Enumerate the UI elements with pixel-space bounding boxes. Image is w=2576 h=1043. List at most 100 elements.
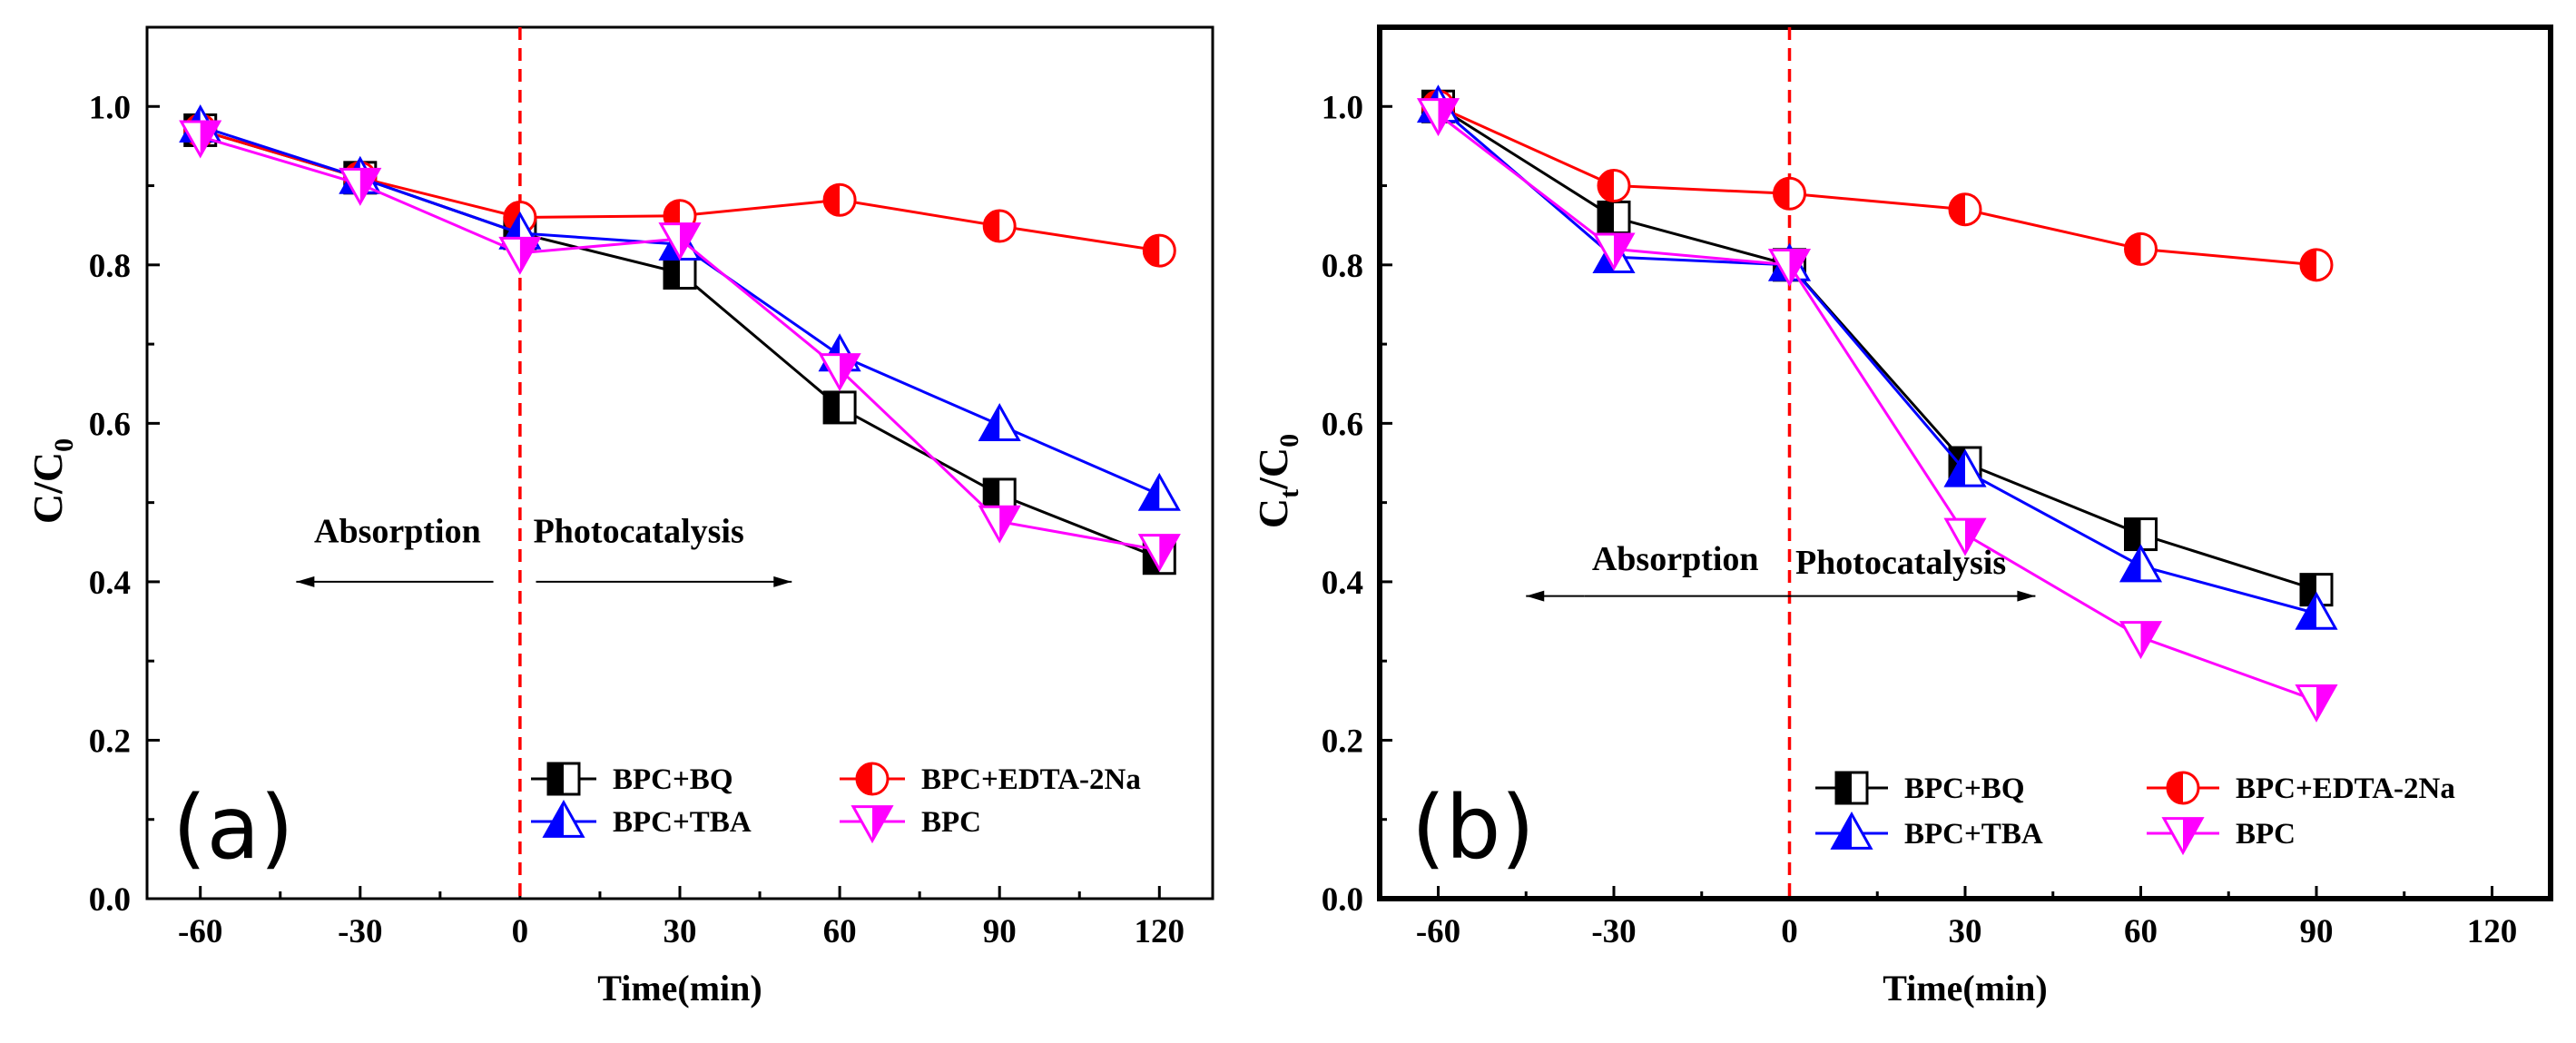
data-point xyxy=(1948,192,1982,227)
legend: BPC+BQ BPC+EDTA-2Na BPC+TBA BPC xyxy=(531,762,1141,844)
marker-fill xyxy=(1836,772,1852,803)
marker-fill xyxy=(2121,546,2141,581)
legend-item: BPC+EDTA-2Na xyxy=(2147,771,2455,805)
series-bpc-tba xyxy=(179,104,1181,511)
marker-fill xyxy=(2183,818,2202,852)
legend-label: BPC xyxy=(2236,818,2296,851)
marker-fill xyxy=(984,211,1000,242)
data-point xyxy=(1943,517,1987,556)
legend-item: BPC+EDTA-2Na xyxy=(840,762,1141,796)
legend-marker xyxy=(542,799,585,838)
arrow-head xyxy=(2017,590,2036,602)
y-axis: 0.0 0.2 0.4 0.6 0.8 1.0 xyxy=(89,89,160,919)
marker-fill xyxy=(1438,99,1458,133)
data-point xyxy=(982,477,1017,512)
y-axis-title: C/C0 xyxy=(25,438,79,524)
legend-label: BPC+EDTA-2Na xyxy=(2236,772,2455,805)
y-tick-label: 0.0 xyxy=(1322,881,1363,919)
marker-fill xyxy=(200,122,220,156)
marker-fill xyxy=(980,406,1000,440)
marker-fill xyxy=(545,802,564,837)
marker-fill xyxy=(999,507,1019,541)
marker-fill xyxy=(840,354,860,389)
legend-marker xyxy=(1834,771,1869,805)
marker-fill xyxy=(1614,233,1633,269)
data-point xyxy=(1767,248,1812,287)
marker-fill xyxy=(1598,170,1614,202)
data-point xyxy=(2119,544,2163,583)
x-axis: -60 -30 0 30 60 90 120 xyxy=(1416,886,2517,950)
x-axis-title: Time(min) xyxy=(597,968,762,1009)
marker-fill xyxy=(1598,202,1614,233)
marker-fill xyxy=(2125,518,2141,550)
chart-panel-a: -60 -30 0 30 60 90 120 0.0 0.2 0.4 0.6 0.8 1.0 Time(m… xyxy=(25,25,1214,1009)
series-bpc-edta-2na xyxy=(1421,89,2334,282)
marker-fill xyxy=(2297,594,2316,629)
y-tick-label: 0.8 xyxy=(1322,248,1363,285)
legend-item: BPC+TBA xyxy=(531,799,752,839)
x-tick-label: -60 xyxy=(1416,913,1460,950)
annotation-label: Photocatalysis xyxy=(1795,544,2006,582)
data-point xyxy=(658,222,702,261)
marker-fill xyxy=(359,169,379,203)
data-point xyxy=(2295,684,2338,723)
x-tick-label: 90 xyxy=(983,913,1017,950)
legend-label: BPC+TBA xyxy=(1904,818,2043,851)
legend-label: BPC+BQ xyxy=(1904,772,2024,805)
x-axis: -60 -30 0 30 60 90 120 xyxy=(178,886,1185,950)
arrow-head xyxy=(296,576,315,587)
data-point xyxy=(2124,231,2158,266)
series-bpc xyxy=(179,120,1181,573)
marker-fill xyxy=(1946,451,1965,487)
data-point xyxy=(1773,176,1806,211)
legend-label: BPC xyxy=(921,806,981,839)
marker-fill xyxy=(824,391,841,423)
marker-fill xyxy=(2125,233,2141,265)
y-axis-title: Ct/C0 xyxy=(1250,434,1304,528)
data-point xyxy=(1137,534,1181,573)
data-point xyxy=(822,390,857,425)
marker-fill xyxy=(1159,535,1179,569)
legend-item: BPC xyxy=(2147,817,2296,856)
legend-item: BPC+BQ xyxy=(1815,771,2024,805)
y-tick-label: 0.6 xyxy=(89,406,131,443)
annotation-label: Absorption xyxy=(314,512,481,550)
data-point xyxy=(2119,621,2163,660)
legend-item: BPC xyxy=(840,805,981,844)
data-point xyxy=(1597,169,1631,203)
legend-marker xyxy=(546,762,581,796)
marker-fill xyxy=(664,257,680,289)
series-line xyxy=(1437,104,2317,267)
x-tick-label: -60 xyxy=(178,913,222,950)
x-tick-label: 30 xyxy=(664,913,697,950)
marker-fill xyxy=(2140,622,2160,656)
marker-fill xyxy=(872,806,891,841)
marker-fill xyxy=(857,763,872,794)
marker-fill xyxy=(680,223,699,259)
series-line xyxy=(1437,105,2317,615)
legend-label: BPC+TBA xyxy=(613,806,752,839)
legend-marker xyxy=(850,805,894,844)
y-tick-label: 1.0 xyxy=(1322,89,1363,126)
y-tick-label: 0.8 xyxy=(89,248,131,285)
data-point xyxy=(1943,448,1987,487)
data-point xyxy=(978,403,1021,441)
x-tick-label: 120 xyxy=(1135,913,1185,950)
x-tick-label: -30 xyxy=(338,913,382,950)
marker-fill xyxy=(2301,574,2316,605)
marker-fill xyxy=(548,763,564,794)
y-tick-label: 0.4 xyxy=(89,565,131,602)
series-bpc xyxy=(1416,98,2338,723)
marker-fill xyxy=(1833,814,1852,849)
marker-fill xyxy=(1950,193,1965,225)
chart-panel-b: -60 -30 0 30 60 90 120 0.0 0.2 0.4 0.6 0.8 1.0 Time(m… xyxy=(1250,25,2553,1009)
y-tick-label: 1.0 xyxy=(89,89,131,126)
data-point xyxy=(1592,232,1636,271)
legend-label: BPC+EDTA-2Na xyxy=(921,763,1141,796)
x-tick-label: 120 xyxy=(2467,913,2518,950)
y-tick-label: 0.6 xyxy=(1322,406,1363,443)
phase-arrows xyxy=(1526,590,2036,602)
legend-item: BPC+TBA xyxy=(1815,811,2043,851)
data-point xyxy=(1416,98,1460,137)
